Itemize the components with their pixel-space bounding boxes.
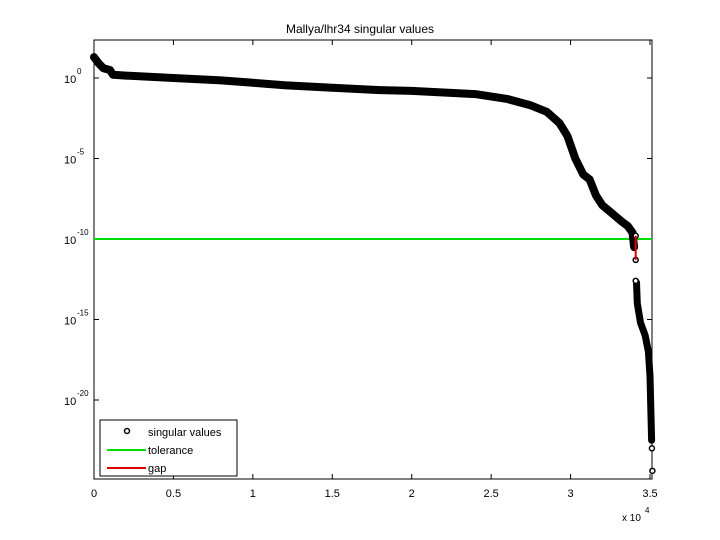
singular-value-marker bbox=[632, 277, 639, 285]
singular-values-curve-upper bbox=[90, 53, 639, 252]
y-tick-label-exponent: -15 bbox=[77, 309, 89, 318]
x-tick-label: 2 bbox=[409, 488, 415, 500]
chart-title: Mallya/lhr34 singular values bbox=[285, 22, 435, 36]
x-tick-label: 0.5 bbox=[166, 488, 181, 500]
singular-value-marker bbox=[649, 467, 656, 475]
y-tick-label-base: 10 bbox=[64, 316, 76, 328]
x-multiplier-exponent: 4 bbox=[645, 506, 650, 515]
axes-box bbox=[93, 39, 653, 480]
x-tick-label: 0 bbox=[91, 488, 97, 500]
y-tick-label-base: 10 bbox=[64, 74, 76, 86]
y-tick-label-exponent: 0 bbox=[77, 67, 82, 76]
x-multiplier-label: x 10 bbox=[622, 513, 641, 524]
x-tick-label: 1 bbox=[250, 488, 256, 500]
y-tick-label-exponent: -10 bbox=[77, 228, 89, 237]
legend-marker-circle bbox=[123, 427, 131, 435]
x-tick-label: 3 bbox=[568, 488, 574, 500]
x-tick-label: 2.5 bbox=[483, 488, 498, 500]
y-tick-label-base: 10 bbox=[64, 155, 76, 167]
x-tick-label: 1.5 bbox=[325, 488, 340, 500]
singular-values-curve-lower bbox=[633, 279, 656, 444]
x-tick-label: 3.5 bbox=[642, 488, 657, 500]
singular-value-marker bbox=[648, 445, 656, 452]
legend-label: gap bbox=[148, 463, 166, 475]
legend-label: singular values bbox=[148, 427, 222, 439]
y-tick-label-base: 10 bbox=[64, 235, 76, 247]
legend-label: tolerance bbox=[148, 445, 193, 457]
y-tick-label-exponent: -20 bbox=[77, 389, 89, 398]
y-tick-label-base: 10 bbox=[64, 396, 76, 408]
y-tick-label-exponent: -5 bbox=[77, 148, 85, 157]
legend-box bbox=[99, 419, 238, 477]
